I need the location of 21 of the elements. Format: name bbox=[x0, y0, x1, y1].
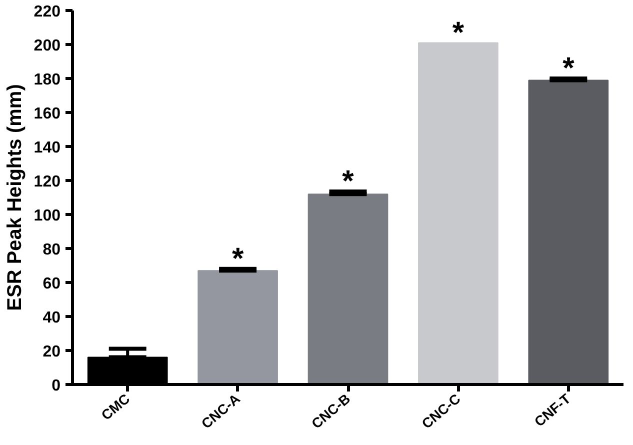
y-tick-label: 140 bbox=[34, 140, 61, 156]
y-tick-label: 200 bbox=[34, 38, 61, 54]
annotation: * bbox=[232, 242, 244, 276]
y-tick-label: 20 bbox=[42, 344, 61, 360]
annotation: * bbox=[562, 52, 575, 85]
y-tick-label: 40 bbox=[42, 310, 61, 326]
y-tick-label: 160 bbox=[34, 106, 61, 122]
annotation: * bbox=[452, 16, 464, 50]
annotation: * bbox=[342, 165, 354, 198]
y-tick-label: 80 bbox=[42, 242, 61, 258]
bar bbox=[198, 270, 278, 384]
y-tick-label: 220 bbox=[34, 4, 61, 20]
y-axis-title: ESR Peak Heights (mm) bbox=[4, 84, 26, 311]
y-tick-label: 180 bbox=[34, 72, 61, 88]
y-tick-label: 120 bbox=[34, 174, 61, 190]
y-tick-label: 60 bbox=[42, 276, 61, 292]
y-tick-label: 100 bbox=[34, 208, 61, 224]
bar bbox=[528, 80, 609, 384]
y-tick-label: 0 bbox=[52, 378, 61, 394]
bar bbox=[418, 42, 498, 384]
bar bbox=[308, 194, 388, 384]
